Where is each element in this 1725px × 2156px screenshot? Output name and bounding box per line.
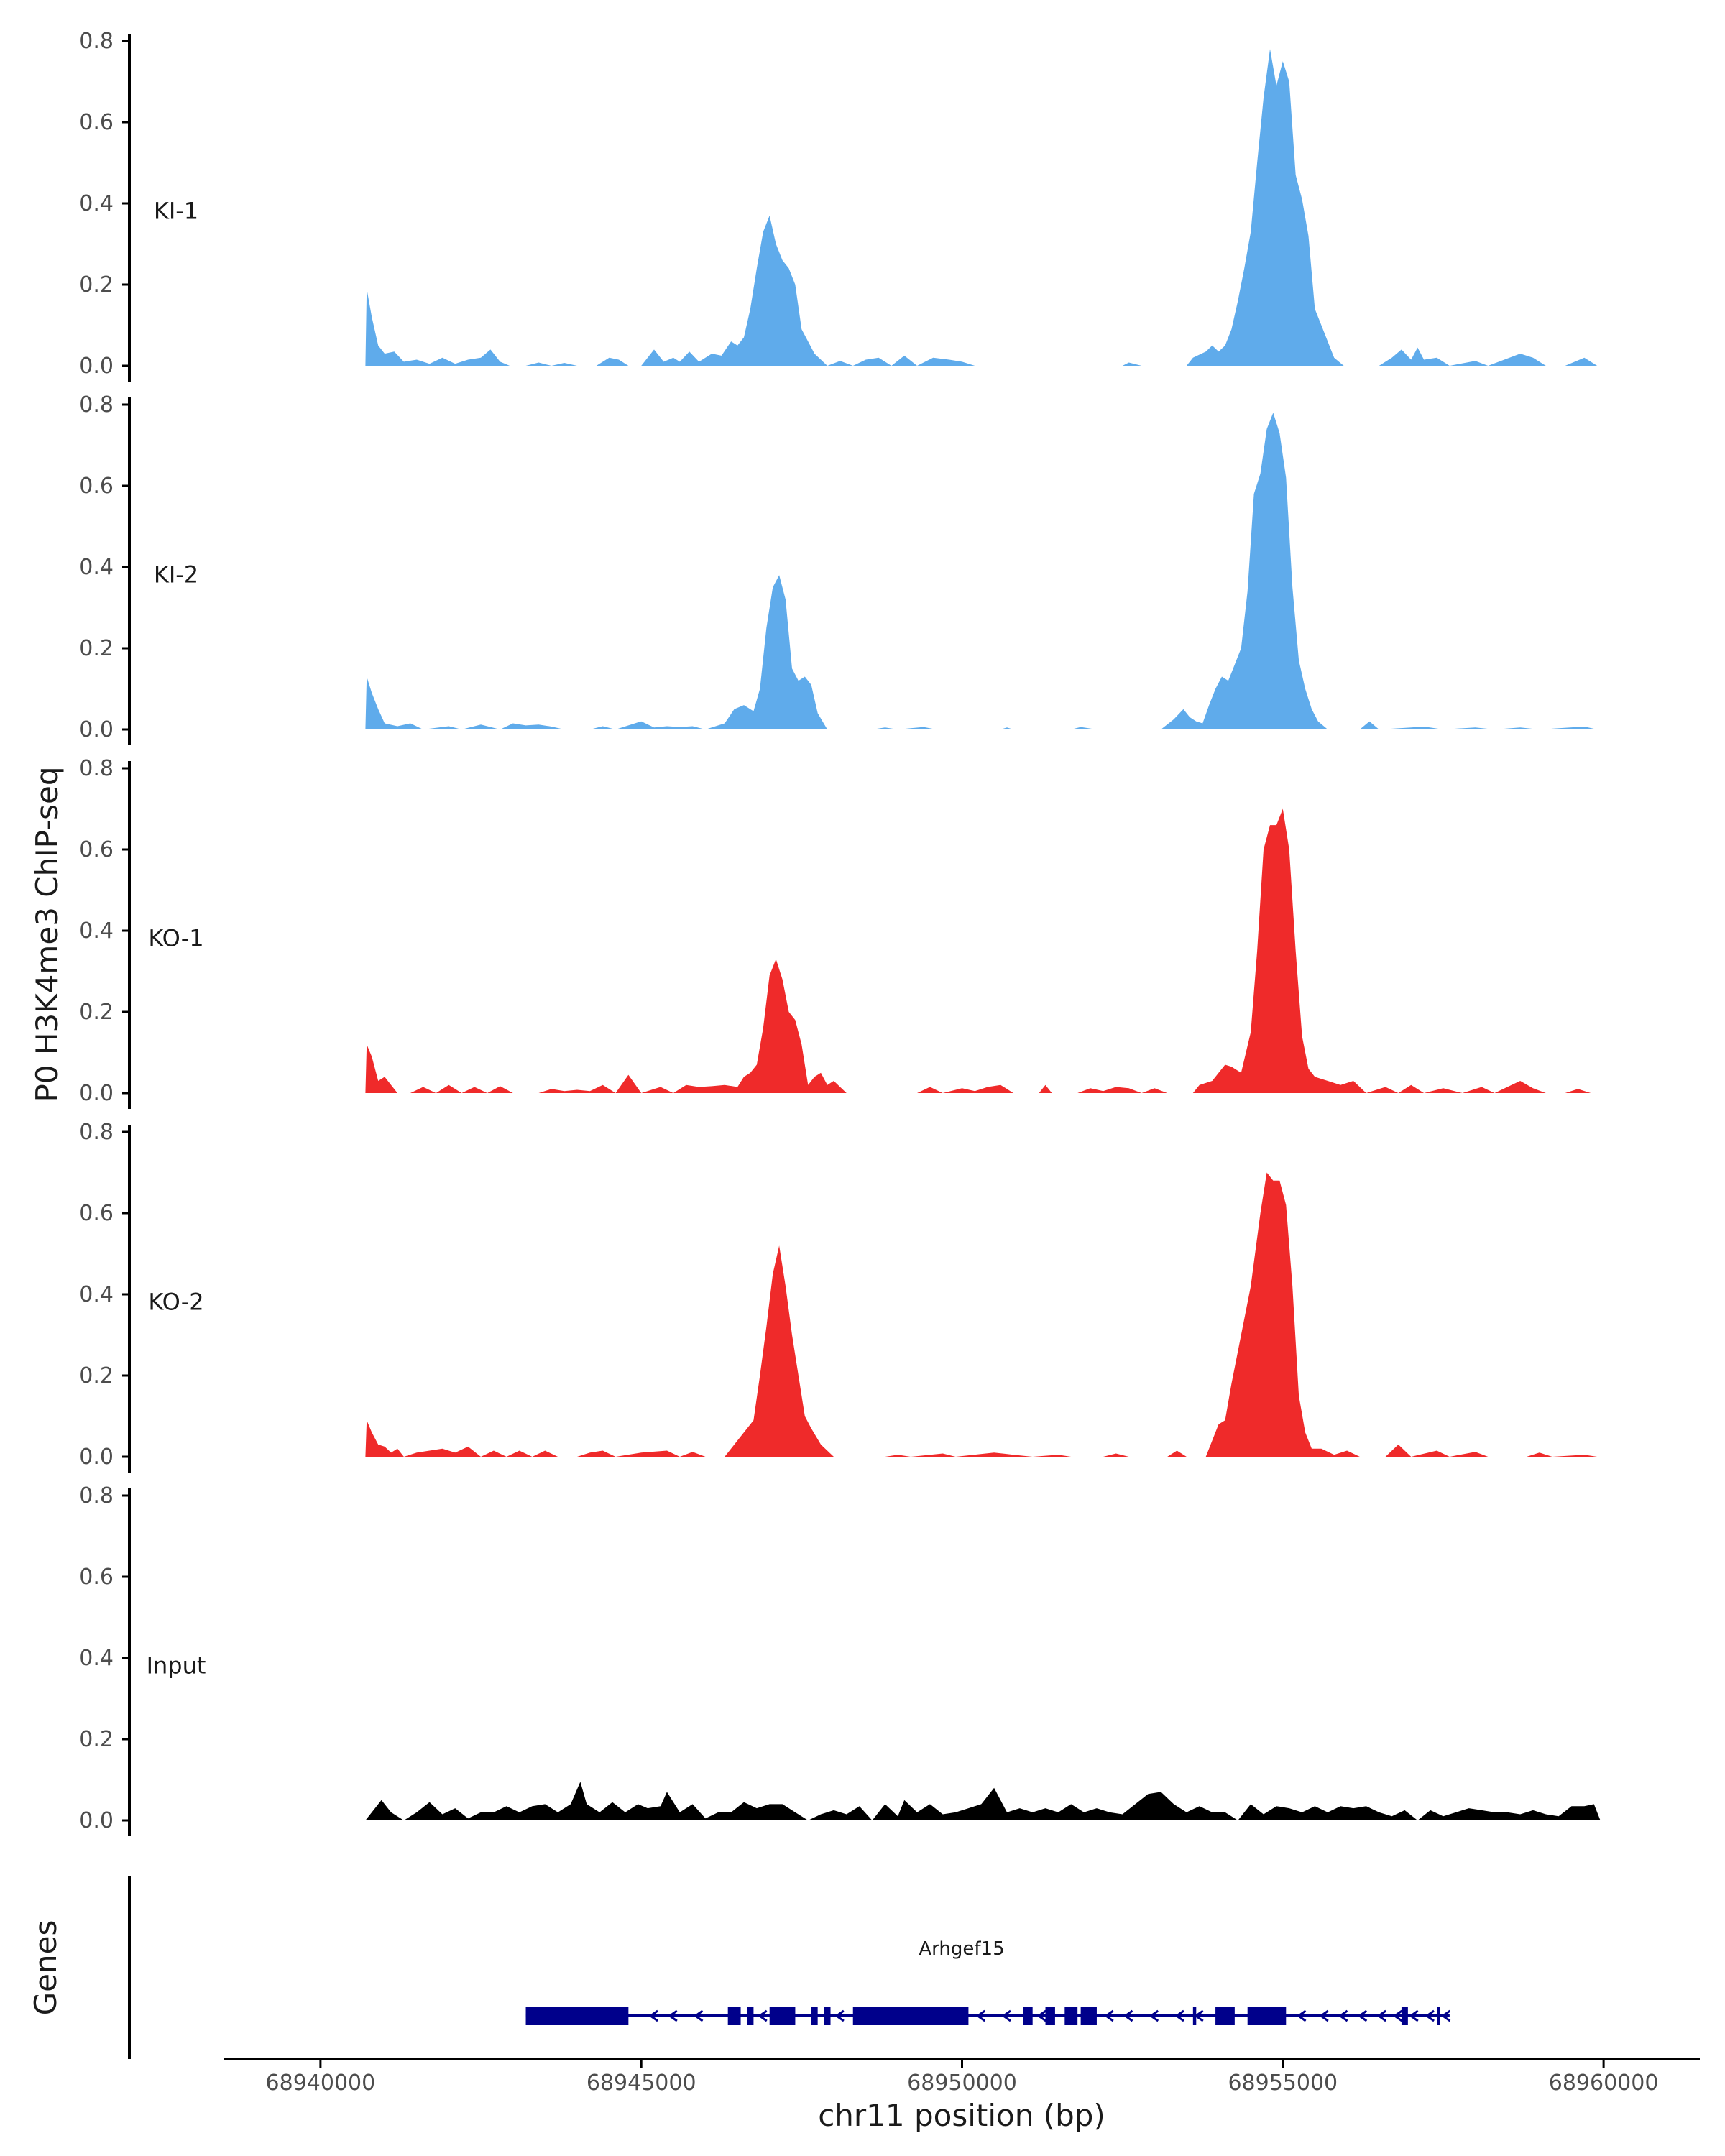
y-tick-label: 0.4 — [79, 1282, 114, 1307]
x-tick-label: 68955000 — [1228, 2070, 1338, 2096]
strand-arrow — [1174, 2009, 1184, 2022]
y-tick-label: 0.2 — [79, 1000, 114, 1025]
strand-arrow — [1036, 2009, 1046, 2022]
strand-arrow — [1149, 2009, 1159, 2022]
y-tick-label: 0.0 — [79, 1808, 114, 1833]
y-axis-title: P0 H3K4me3 ChIP-seq — [29, 766, 65, 1102]
x-tick-label: 68950000 — [907, 2070, 1017, 2096]
y-tick-label: 0.8 — [79, 29, 114, 54]
track-ki-2: 0.0 0.2 0.4 0.6 0.8 KI-2 — [79, 392, 1598, 745]
strand-arrow — [924, 2009, 934, 2022]
strand-arrow — [1376, 2009, 1387, 2022]
strand-arrow — [1392, 2009, 1403, 2022]
strand-arrow — [834, 2009, 845, 2022]
y-tick-label: 0.4 — [79, 1646, 114, 1671]
y-tick-label: 0.8 — [79, 1120, 114, 1145]
x-tick-label: 68940000 — [266, 2070, 376, 2096]
signal-area-ko-2 — [365, 1172, 1598, 1457]
track-label-ki-2: KI-2 — [154, 561, 198, 588]
x-axis: 68940000 68945000 68950000 68955000 68960000 — [224, 2058, 1700, 2096]
y-tick-label: 0.6 — [79, 1201, 114, 1226]
gene-track: Genes Arhgef15 — [28, 1876, 1451, 2059]
strand-arrow — [1425, 2009, 1435, 2022]
x-tick-label: 68945000 — [586, 2070, 696, 2096]
gene-exon — [824, 2007, 831, 2025]
strand-arrow — [770, 2009, 781, 2022]
strand-arrow — [975, 2009, 986, 2022]
strand-arrow — [1409, 2009, 1419, 2022]
strand-arrow — [1123, 2009, 1133, 2022]
y-tick-label: 0.4 — [79, 191, 114, 216]
track-ko-1: 0.0 0.2 0.4 0.6 0.8 KO-1 — [79, 756, 1591, 1109]
track-label-input: Input — [147, 1651, 206, 1679]
track-label-ko-1: KO-1 — [148, 924, 203, 952]
x-axis-title: chr11 position (bp) — [818, 2098, 1105, 2133]
gene-exon — [852, 2007, 969, 2025]
gene-exon — [1437, 2007, 1440, 2025]
strand-arrow — [668, 2009, 678, 2022]
track-ki-1: 0.0 0.2 0.4 0.6 0.8 KI-1 — [79, 29, 1598, 382]
y-tick-label: 0.4 — [79, 555, 114, 580]
y-tick-label: 0.2 — [79, 636, 114, 661]
track-ko-2: 0.0 0.2 0.4 0.6 0.8 KO-2 — [79, 1120, 1598, 1473]
gene-exon — [525, 2007, 629, 2025]
y-tick-label: 0.8 — [79, 392, 114, 418]
gene-exon — [1064, 2007, 1078, 2025]
strand-arrow — [648, 2009, 658, 2022]
y-tick-label: 0.2 — [79, 1727, 114, 1752]
track-label-ko-2: KO-2 — [148, 1288, 203, 1315]
gene-exon — [727, 2007, 741, 2025]
signal-area-input — [365, 1782, 1601, 1820]
strand-arrow — [1296, 2009, 1307, 2022]
tracks-panel: 0.00.20.40.60.8KI-10.00.20.40.60.8KI-20.… — [79, 29, 1601, 1836]
y-tick-label: 0.4 — [79, 918, 114, 944]
gene-exon — [1247, 2007, 1287, 2025]
strand-arrow — [1357, 2009, 1368, 2022]
signal-area-ki-2 — [365, 413, 1598, 729]
strand-arrow — [1338, 2009, 1348, 2022]
gene-exon — [1215, 2007, 1235, 2025]
y-tick-label: 0.0 — [79, 354, 114, 379]
y-tick-label: 0.0 — [79, 1445, 114, 1470]
gene-name-label: Arhgef15 — [919, 1938, 1004, 1960]
strand-arrow — [693, 2009, 704, 2022]
gene-exon — [1045, 2007, 1055, 2025]
y-tick-label: 0.6 — [79, 110, 114, 135]
x-tick-label: 68960000 — [1549, 2070, 1659, 2096]
y-tick-label: 0.0 — [79, 1081, 114, 1106]
strand-arrow — [758, 2009, 768, 2022]
y-tick-label: 0.0 — [79, 717, 114, 742]
gene-exon — [1023, 2007, 1033, 2025]
strand-arrow — [1440, 2009, 1451, 2022]
gene-track-title: Genes — [28, 1920, 63, 2016]
strand-arrow — [1194, 2009, 1204, 2022]
track-input: 0.0 0.2 0.4 0.6 0.8 Input — [79, 1483, 1601, 1836]
y-tick-label: 0.8 — [79, 756, 114, 781]
y-tick-label: 0.6 — [79, 474, 114, 499]
strand-arrow — [1319, 2009, 1329, 2022]
y-tick-label: 0.6 — [79, 837, 114, 862]
y-tick-label: 0.8 — [79, 1483, 114, 1508]
y-tick-label: 0.6 — [79, 1565, 114, 1590]
y-tick-label: 0.2 — [79, 272, 114, 298]
gene-model — [525, 2007, 1451, 2025]
y-tick-label: 0.2 — [79, 1363, 114, 1388]
signal-area-ki-1 — [365, 49, 1598, 367]
gene-exon — [1080, 2007, 1097, 2025]
strand-arrow — [1104, 2009, 1114, 2022]
gene-exon — [747, 2007, 754, 2025]
track-label-ki-1: KI-1 — [154, 197, 198, 224]
gene-exon — [1401, 2007, 1408, 2025]
gene-exon — [811, 2007, 818, 2025]
strand-arrow — [1001, 2009, 1011, 2022]
signal-area-ko-1 — [365, 808, 1591, 1093]
